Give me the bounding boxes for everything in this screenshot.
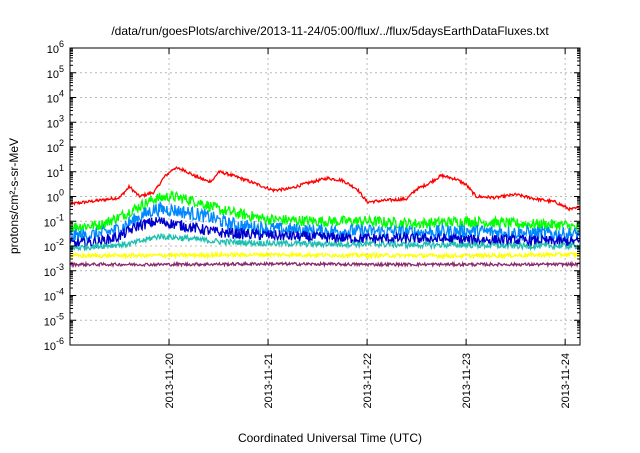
y-tick-label: 106 <box>47 39 64 56</box>
chart-title: /data/run/goesPlots/archive/2013-11-24/0… <box>111 24 549 38</box>
y-tick-label: 101 <box>47 163 64 180</box>
series-line-1 <box>69 165 581 212</box>
x-axis-label: Coordinated Universal Time (UTC) <box>238 431 422 445</box>
series-line-2 <box>69 189 581 234</box>
series-line-3 <box>69 200 581 243</box>
y-tick-label: 10-1 <box>44 212 64 229</box>
x-tick-label: 2013-11-22 <box>362 353 374 408</box>
y-tick-label: 10-6 <box>44 336 64 353</box>
y-tick-label: 10-2 <box>44 237 64 254</box>
y-tick-label: 104 <box>47 89 64 106</box>
x-tick-label: 2013-11-21 <box>263 353 275 408</box>
series-group <box>69 165 581 269</box>
y-tick-label: 10-3 <box>44 262 64 279</box>
series-line-7 <box>69 260 581 269</box>
series-line-6 <box>69 250 581 261</box>
y-axis-label: protons/cm²-s-sr-MeV <box>7 138 21 254</box>
x-tick-label: 2013-11-23 <box>461 353 473 408</box>
x-tick-label: 2013-11-20 <box>164 353 176 408</box>
x-tick-label: 2013-11-24 <box>560 353 572 408</box>
y-tick-label: 100 <box>47 188 64 205</box>
y-tick-label: 105 <box>47 64 64 81</box>
y-tick-label: 10-5 <box>44 311 64 328</box>
series-line-5 <box>69 233 581 252</box>
y-tick-label: 10-4 <box>44 287 64 304</box>
series-line-4 <box>69 216 581 250</box>
y-tick-label: 102 <box>47 138 64 155</box>
y-tick-label: 103 <box>47 113 64 130</box>
